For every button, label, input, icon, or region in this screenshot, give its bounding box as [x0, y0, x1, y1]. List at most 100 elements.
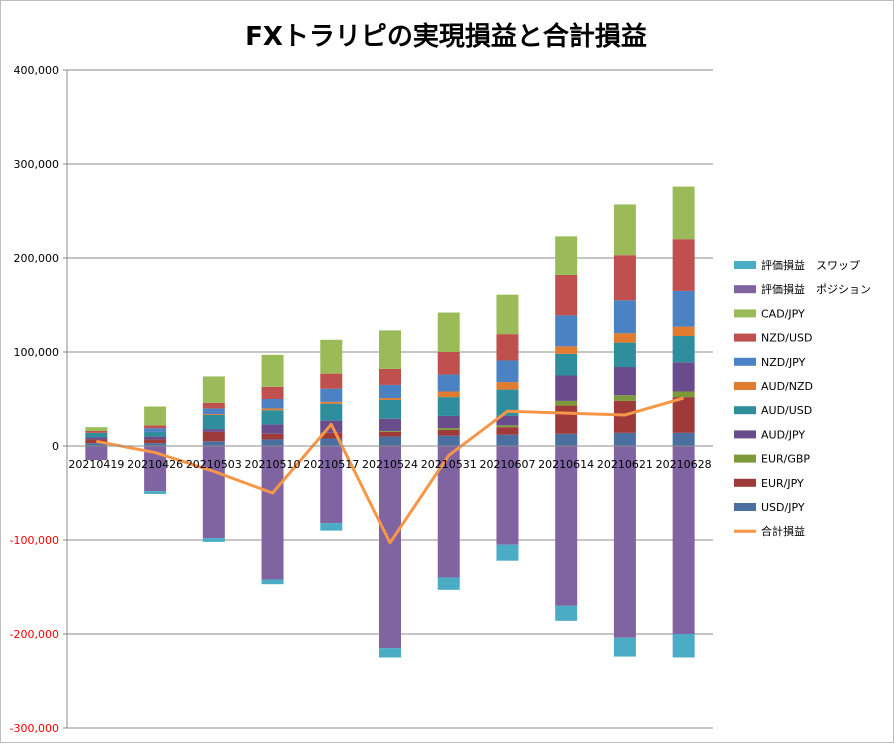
bar-segment — [437, 428, 460, 431]
bar-segment — [202, 376, 225, 403]
bar-segment — [496, 434, 519, 446]
bar-segment — [672, 362, 695, 392]
bar-segment — [320, 403, 343, 421]
legend-label: AUD/JPY — [761, 428, 805, 441]
legend-swatch — [734, 309, 756, 318]
bar-segment — [261, 399, 284, 409]
bar-segment — [672, 391, 695, 398]
bar-segment — [202, 429, 225, 432]
bar-segment — [555, 446, 578, 606]
bar-segment — [320, 446, 343, 524]
bar-segment — [437, 435, 460, 446]
bar-segment — [320, 438, 343, 446]
bar-segment — [379, 330, 401, 369]
bar-segment — [144, 446, 167, 492]
bar-segment — [613, 395, 636, 401]
bar-segment — [144, 406, 167, 426]
bar-segment — [672, 432, 695, 446]
y-tick-label: -300,000 — [10, 722, 59, 735]
bar-segment — [144, 439, 167, 444]
y-tick-label: 300,000 — [14, 158, 60, 171]
x-tick-label: 20210621 — [597, 458, 653, 471]
legend-label: 評価損益 スワップ — [761, 258, 860, 272]
legend-label: EUR/GBP — [761, 453, 810, 466]
x-tick-label: 20210517 — [303, 458, 359, 471]
bar-segment — [437, 430, 460, 436]
bar-segment — [261, 579, 284, 585]
bar-segment — [437, 577, 460, 590]
bar-segment — [144, 491, 167, 494]
bar-segment — [496, 389, 519, 416]
bar-segment — [144, 425, 167, 429]
bar-segment — [85, 430, 108, 433]
legend-swatch — [734, 430, 756, 439]
bar-segment — [437, 374, 460, 392]
legend-label: AUD/NZD — [761, 380, 813, 393]
bar-segment — [555, 433, 578, 446]
legend-swatch — [734, 478, 756, 487]
line-layer — [96, 396, 685, 545]
bar-segment — [555, 353, 578, 376]
bar-segment — [261, 354, 284, 387]
bar-segment — [613, 333, 636, 343]
bar-segment — [85, 446, 108, 461]
x-tick-label: 20210524 — [362, 458, 418, 471]
legend-label: NZD/USD — [761, 332, 812, 345]
bar-segment — [202, 414, 225, 430]
bar-segment — [261, 439, 284, 446]
bar-segment — [437, 312, 460, 352]
bar-segment — [496, 425, 519, 428]
bar-segment — [672, 239, 695, 291]
chart-title: FXトラリピの実現損益と合計損益 — [245, 21, 647, 52]
axis-layer: 400,000 300,000 200,000 100,000 0 -100,000 -20… — [10, 64, 713, 735]
bar-segment — [555, 315, 578, 347]
legend-swatch — [734, 357, 756, 366]
bar-segment — [261, 424, 284, 434]
legend-swatch — [734, 503, 756, 511]
bar-segment — [261, 408, 284, 411]
y-tick-label: 400,000 — [14, 64, 60, 77]
bar-segment — [672, 326, 695, 337]
bar-segment — [555, 274, 578, 316]
bar-segment — [320, 523, 343, 531]
x-tick-label: 20210503 — [186, 458, 242, 471]
legend-label: NZD/JPY — [761, 356, 806, 369]
legend-swatch — [734, 261, 756, 269]
bar-segment — [379, 399, 401, 419]
bar-segment — [85, 427, 108, 431]
legend-swatch — [734, 382, 756, 390]
legend-swatch — [734, 285, 756, 294]
bar-segment — [496, 415, 519, 426]
bar-segment — [613, 446, 636, 638]
y-tick-label: -100,000 — [10, 534, 59, 547]
bar-segment — [672, 336, 695, 363]
bar-segment — [144, 436, 167, 440]
bar-segment — [555, 605, 578, 621]
bar-segment — [613, 255, 636, 301]
x-tick-label: 20210614 — [538, 458, 594, 471]
bar-segment — [379, 648, 401, 658]
bar-segment — [613, 300, 636, 334]
bar-segment — [202, 408, 225, 415]
x-tick-label: 20210426 — [127, 458, 183, 471]
bar-segment — [613, 432, 636, 446]
bar-segment — [496, 446, 519, 545]
bar-segment — [320, 339, 343, 374]
bar-segment — [437, 352, 460, 375]
bar-segment — [144, 443, 167, 446]
total-pl-line — [96, 396, 685, 545]
legend-label: AUD/USD — [761, 404, 812, 417]
bar-segment — [379, 418, 401, 431]
legend-label: 評価損益 ポジション — [761, 282, 871, 296]
bar-segment — [437, 397, 460, 416]
bar-segment — [613, 342, 636, 368]
bar-segment — [613, 637, 636, 657]
bar-segment — [496, 427, 519, 435]
bar-segment — [437, 415, 460, 429]
x-tick-label: 20210628 — [656, 458, 712, 471]
y-tick-label: 200,000 — [14, 252, 60, 265]
bar-segment — [144, 431, 167, 437]
legend-swatch — [734, 333, 756, 342]
